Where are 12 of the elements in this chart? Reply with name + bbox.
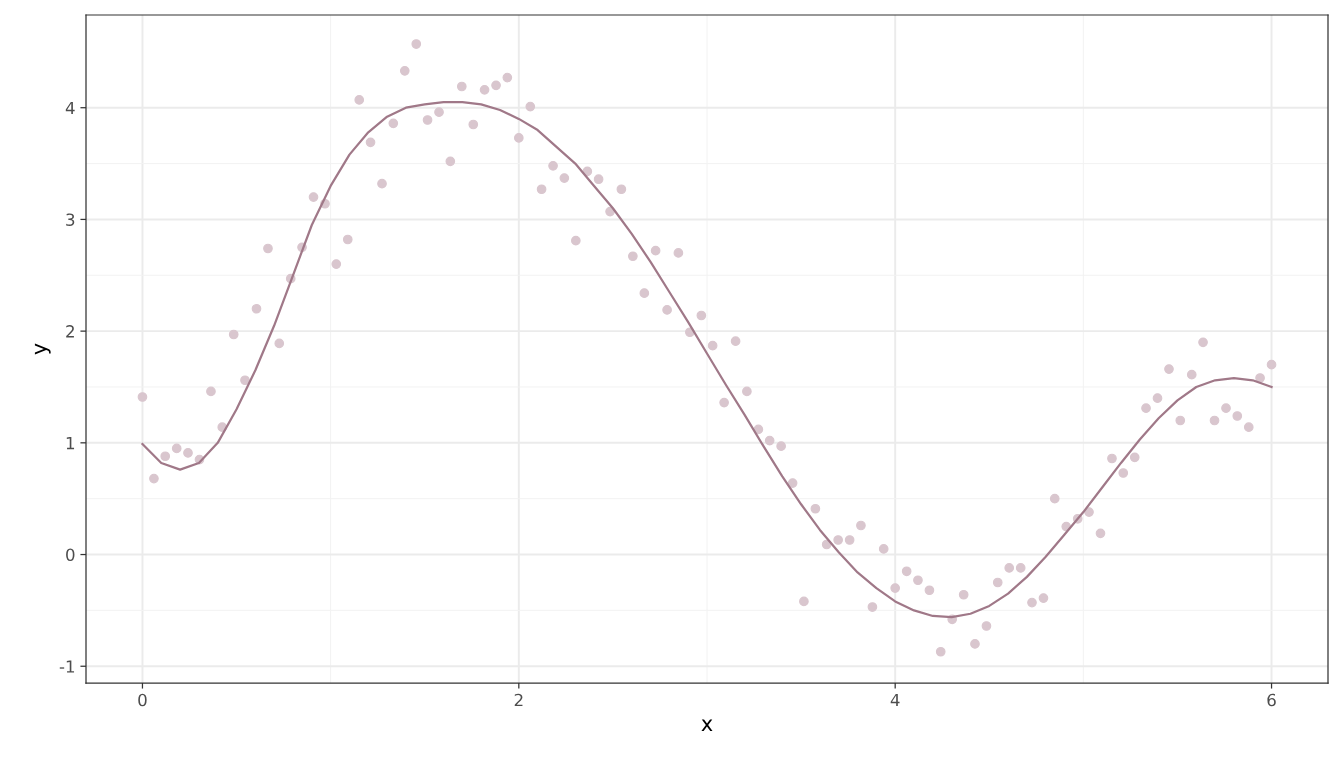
x-tick-label: 4	[890, 693, 900, 707]
y-axis-title: y	[34, 343, 51, 355]
y-tick-label: 0	[66, 548, 75, 562]
y-tick-label: 3	[66, 213, 75, 226]
y-tick-label: 1	[66, 437, 75, 450]
y-tick-label: 2	[66, 325, 74, 338]
x-tick-label: 0	[138, 693, 147, 707]
x-tick-label: 2	[514, 693, 523, 707]
x-axis-title: x	[701, 719, 713, 731]
y-tick-label: 4	[65, 101, 75, 115]
x-tick-label: 6	[1267, 693, 1276, 707]
y-tick-label: -1	[59, 660, 75, 673]
